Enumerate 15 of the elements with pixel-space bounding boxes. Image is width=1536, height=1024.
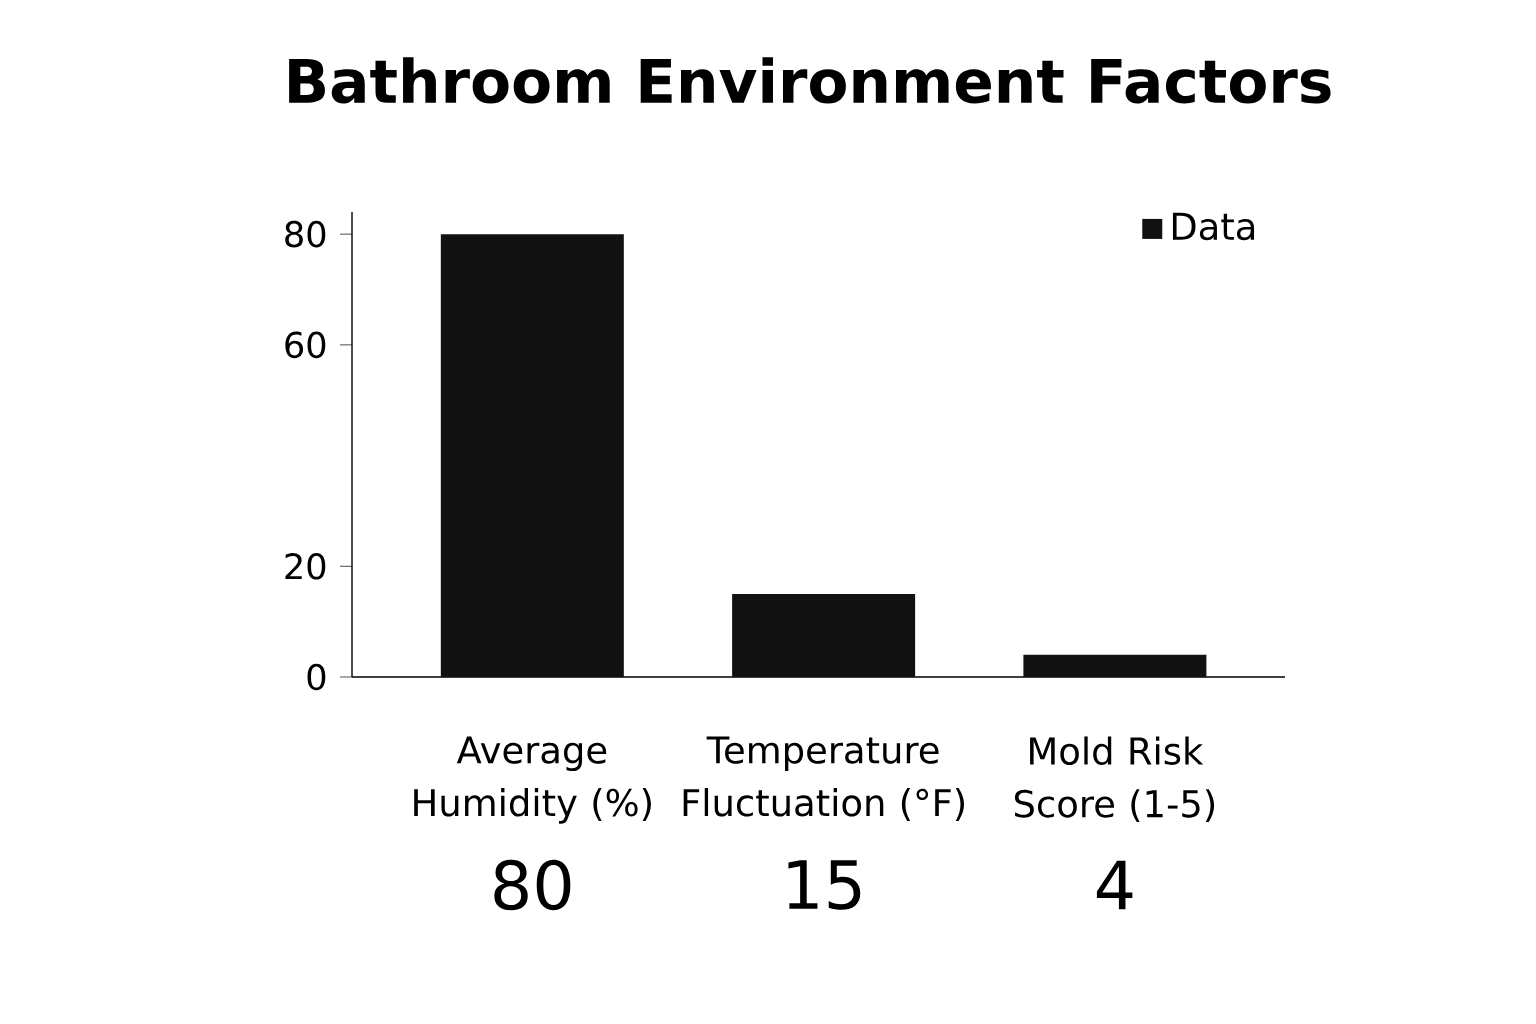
- bar: [440, 234, 624, 677]
- y-tick-label: 80: [285, 220, 326, 248]
- legend-label: Data: [1172, 212, 1255, 241]
- y-tick-label: 60: [285, 331, 326, 359]
- bar: [732, 593, 916, 677]
- data-label: 15: [788, 860, 861, 910]
- chart-title: Bathroom Environment Factors: [289, 57, 1331, 104]
- x-tick-label: Average Humidity (%): [414, 736, 651, 824]
- data-label: 80: [494, 859, 571, 911]
- y-tick-label: 0: [307, 663, 326, 691]
- x-tick-label: Temperature Fluctuation (°F): [683, 736, 965, 821]
- data-label: 4: [1096, 860, 1133, 910]
- y-tick-label: 20: [285, 552, 326, 580]
- bar: [1023, 654, 1207, 677]
- x-tick-label: Mold Risk Score (1-5): [1014, 736, 1215, 823]
